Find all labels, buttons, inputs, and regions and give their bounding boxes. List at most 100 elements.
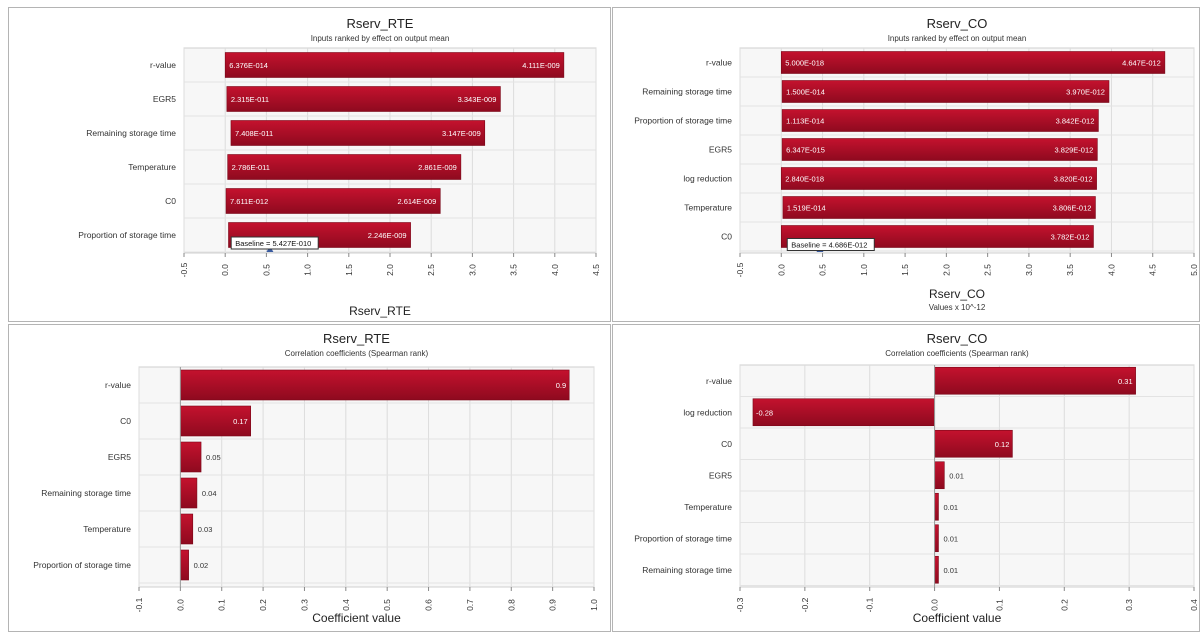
correlation-co-panel: -0.3 -0.2 -0.1 0.0 0.1 0.2 0.3 0.4 r-value log re… <box>612 324 1200 632</box>
bar <box>782 196 1096 219</box>
category-label: EGR5 <box>709 470 732 480</box>
baseline-box <box>786 238 875 251</box>
x-axis-label: Coefficient value <box>913 611 1002 625</box>
category-label: Temperature <box>128 162 176 172</box>
bar-low-label: 2.786E-011 <box>232 163 270 172</box>
bar-value-label: 0.04 <box>202 489 217 498</box>
x-tick-label: 3.0 <box>1024 264 1034 276</box>
baseline-label: Baseline = 4.686E-012 <box>791 241 867 250</box>
category-label: Proportion of storage time <box>634 116 732 126</box>
category-label: Temperature <box>684 502 732 512</box>
x-tick-label: 0.0 <box>930 599 940 611</box>
x-tick-label: 0.0 <box>220 264 230 276</box>
bar-value-label: 0.17 <box>233 417 248 426</box>
bar-low-label: 1.500E-014 <box>786 88 825 97</box>
x-tick-label: 2.0 <box>941 264 951 276</box>
bar-high-label: 3.782E-012 <box>1051 233 1090 242</box>
x-tick-label: 0.7 <box>465 599 475 611</box>
x-tick-label: -0.1 <box>865 597 875 612</box>
x-tick-label: 0.4 <box>1189 599 1199 611</box>
tornado-mean-co-chart: -0.5 0.0 0.5 1.0 1.5 2.0 2.5 3.0 3.5 4.0 4.5 5.0 r-v… <box>634 16 1199 312</box>
bar-low-label: 6.376E-014 <box>229 61 268 70</box>
category-label: Temperature <box>684 203 732 213</box>
bar-high-label: 4.111E-009 <box>522 61 560 70</box>
chart-subtitle: Inputs ranked by effect on output mean <box>311 34 450 43</box>
x-tick-label: -0.5 <box>735 262 745 277</box>
x-tick-label: -0.2 <box>800 597 810 612</box>
chart-subtitle: Correlation coefficients (Spearman rank) <box>885 349 1029 358</box>
baseline-label: Baseline = 5.427E-010 <box>235 239 311 248</box>
category-label: C0 <box>721 439 732 449</box>
x-tick-label: 0.4 <box>341 599 351 611</box>
bar-value-label: 0.31 <box>1118 377 1133 386</box>
chart-subtitle: Inputs ranked by effect on output mean <box>888 34 1027 43</box>
bar <box>180 441 202 473</box>
tornado-mean-rte-chart: -0.5 0.0 0.5 1.0 1.5 2.0 2.5 3.0 3.5 4.0 4.5 r-valu… <box>78 16 601 321</box>
bar <box>781 109 1099 132</box>
x-tick-label: 1.5 <box>344 264 354 276</box>
bar <box>180 549 189 581</box>
x-tick-label: 0.5 <box>261 264 271 276</box>
bar <box>230 120 486 146</box>
x-tick-label: 1.0 <box>589 599 599 611</box>
chart-subtitle: Correlation coefficients (Spearman rank) <box>285 349 429 358</box>
x-tick-label: 0.3 <box>1124 599 1134 611</box>
bar-low-label: 2.840E-018 <box>785 175 824 184</box>
bar <box>224 52 565 78</box>
x-tick-label: 0.2 <box>258 599 268 611</box>
x-tick-label: -0.5 <box>179 262 189 277</box>
plot-area <box>138 366 595 588</box>
x-tick-label: 0.2 <box>1059 599 1069 611</box>
correlation-co-chart: -0.3 -0.2 -0.1 0.0 0.1 0.2 0.3 0.4 r-value log re… <box>634 331 1199 625</box>
bar-low-label: 2.315E-011 <box>231 95 269 104</box>
chart-title: Rserv_RTE <box>347 16 414 31</box>
x-tick-label: 0.1 <box>217 599 227 611</box>
bar <box>934 524 939 553</box>
chart-title: Rserv_CO <box>927 331 988 346</box>
category-label: log reduction <box>683 407 732 417</box>
bar <box>752 398 935 427</box>
bar <box>227 154 462 180</box>
x-tick-label: 2.5 <box>426 264 436 276</box>
bar-high-label: 2.246E-009 <box>368 231 407 240</box>
x-tick-label: 4.5 <box>1148 264 1158 276</box>
chart-title: Rserv_CO <box>927 16 988 31</box>
bar <box>934 366 1136 395</box>
category-label: C0 <box>721 232 732 242</box>
bar-low-label: 5.000E-018 <box>785 59 824 68</box>
bar-high-label: 4.647E-012 <box>1122 59 1161 68</box>
x-tick-label: 0.0 <box>776 264 786 276</box>
x-tick-label: -0.3 <box>735 597 745 612</box>
category-label: r-value <box>706 58 732 68</box>
bar-value-label: 0.01 <box>949 471 964 480</box>
x-axis-label: Rserv_RTE <box>349 304 411 318</box>
x-tick-label: 2.5 <box>983 264 993 276</box>
bar-value-label: 0.01 <box>943 534 958 543</box>
category-label: Remaining storage time <box>41 488 131 498</box>
category-label: Remaining storage time <box>642 87 732 97</box>
x-tick-label: 3.5 <box>509 264 519 276</box>
x-tick-label: 0.9 <box>548 599 558 611</box>
x-tick-label: 0.6 <box>424 599 434 611</box>
x-tick-label: 0.3 <box>299 599 309 611</box>
bar-low-label: 7.611E-012 <box>230 197 268 206</box>
bar-value-label: 0.01 <box>943 503 958 512</box>
category-label: EGR5 <box>108 452 131 462</box>
category-label: Proportion of storage time <box>634 533 732 543</box>
x-tick-label: -0.1 <box>134 597 144 612</box>
bar <box>180 477 198 509</box>
x-tick-label: 2.0 <box>385 264 395 276</box>
x-tick-label: 1.0 <box>859 264 869 276</box>
x-tick-label: 4.0 <box>1106 264 1116 276</box>
category-label: C0 <box>120 416 131 426</box>
category-label: Proportion of storage time <box>78 230 176 240</box>
tornado-mean-co-panel: -0.5 0.0 0.5 1.0 1.5 2.0 2.5 3.0 3.5 4.0 4.5 5.0 r-v… <box>612 7 1200 322</box>
bar <box>934 461 945 490</box>
category-label: Remaining storage time <box>86 128 176 138</box>
x-tick-label: 1.0 <box>303 264 313 276</box>
bar <box>225 188 441 214</box>
bar-value-label: 0.02 <box>194 561 209 570</box>
bar-high-label: 3.147E-009 <box>442 129 481 138</box>
bar <box>226 86 501 112</box>
x-axis-label: Rserv_CO <box>929 287 985 301</box>
